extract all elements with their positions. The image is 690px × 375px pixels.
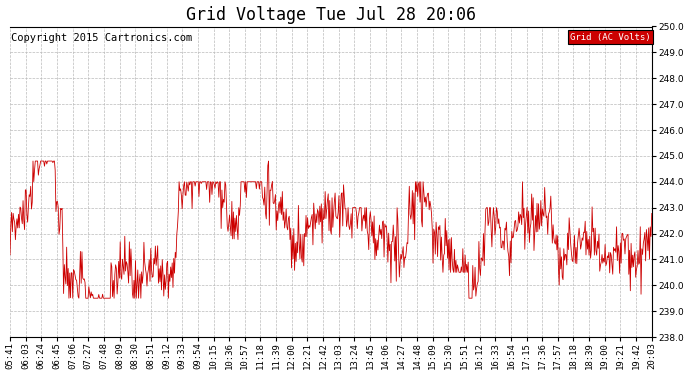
Text: Grid (AC Volts): Grid (AC Volts): [570, 33, 651, 42]
Title: Grid Voltage Tue Jul 28 20:06: Grid Voltage Tue Jul 28 20:06: [186, 6, 476, 24]
Text: Copyright 2015 Cartronics.com: Copyright 2015 Cartronics.com: [11, 33, 193, 43]
